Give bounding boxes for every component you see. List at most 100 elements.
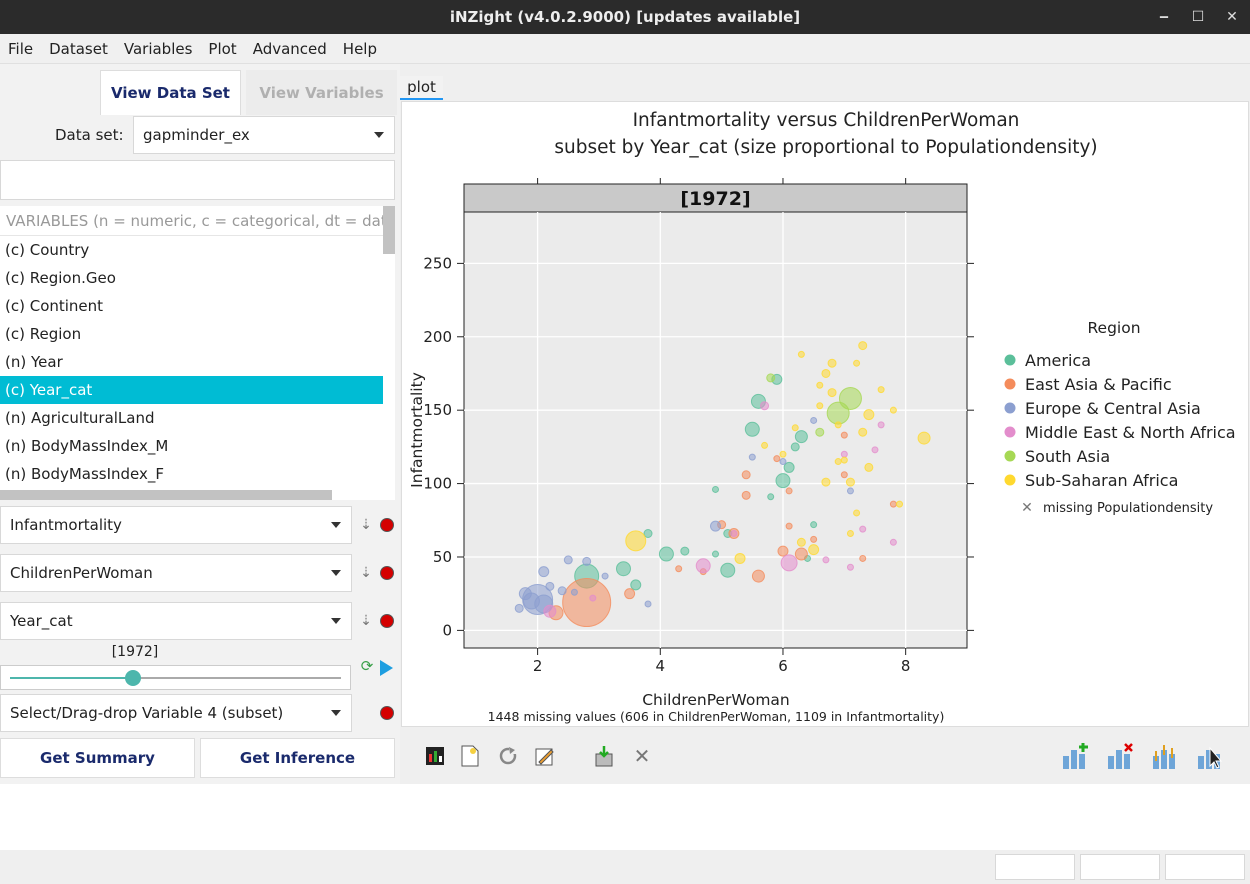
list-item[interactable]: (n) AgriculturalLand — [5, 409, 155, 427]
tab-plot[interactable]: plot — [400, 76, 443, 100]
data-point — [538, 566, 550, 578]
data-point — [675, 565, 683, 573]
list-item[interactable]: (n) BodyMassIndex_M — [5, 437, 169, 455]
y-tick-label: 200 — [423, 328, 452, 346]
remove-additions-icon[interactable]: ✕ — [633, 744, 651, 768]
code-panel-button-3[interactable] — [1165, 854, 1245, 880]
tab-view-data-set[interactable]: View Data Set — [100, 70, 241, 115]
subset-slider[interactable] — [0, 665, 351, 690]
data-point — [695, 558, 711, 574]
code-panel-button-2[interactable] — [1080, 854, 1160, 880]
data-point — [767, 493, 775, 501]
list-item[interactable]: (c) Region — [5, 325, 82, 343]
data-point — [846, 529, 854, 537]
redraw-icon[interactable] — [496, 744, 520, 768]
data-point — [734, 552, 746, 564]
close-icon[interactable]: ✕ — [1226, 9, 1238, 25]
plot-toolbar: ✕ — [400, 734, 1250, 780]
clear-variable4-icon[interactable] — [380, 706, 394, 720]
slider-handle[interactable] — [125, 670, 142, 686]
menu-dataset[interactable]: Dataset — [49, 39, 108, 58]
variable1-select[interactable]: Infantmortality — [0, 506, 352, 544]
chevron-down-icon — [374, 132, 384, 138]
data-point — [791, 424, 799, 432]
subset-level-label: [1972] — [111, 644, 159, 660]
data-point — [748, 453, 756, 461]
data-point — [741, 490, 751, 500]
data-point — [720, 562, 736, 578]
data-point — [840, 431, 848, 439]
new-window-icon[interactable] — [423, 744, 447, 768]
data-point — [877, 386, 885, 394]
list-item[interactable]: (n) Year — [5, 353, 63, 371]
drop-here-icon[interactable]: ⇣ — [360, 613, 372, 629]
clear-variable1-icon[interactable] — [380, 518, 394, 532]
play-icon[interactable] — [380, 660, 393, 676]
new-plot-icon[interactable] — [458, 744, 482, 768]
clear-variable3-icon[interactable] — [380, 614, 394, 628]
clear-variable2-icon[interactable] — [380, 566, 394, 580]
data-point — [779, 458, 787, 466]
drop-here-icon[interactable]: ⇣ — [360, 517, 372, 533]
interactive-plot-icon[interactable] — [1195, 744, 1227, 769]
list-item[interactable]: (c) Continent — [5, 297, 104, 315]
window-titlebar: iNZight (v4.0.2.9000) [updates available… — [0, 0, 1250, 34]
list-item[interactable]: (c) Region.Geo — [5, 269, 116, 287]
data-point — [871, 446, 879, 454]
add-plot-layer-icon[interactable] — [1060, 743, 1092, 769]
legend-title: Region — [1087, 319, 1140, 337]
legend-entry: America — [1025, 351, 1091, 370]
menu-help[interactable]: Help — [342, 39, 377, 58]
dataset-select[interactable]: gapminder_ex — [133, 116, 395, 154]
get-inference-button[interactable]: Get Inference — [200, 738, 395, 778]
list-item[interactable]: (c) Country — [5, 241, 90, 259]
data-point — [822, 556, 830, 564]
menu-file[interactable]: File — [8, 39, 34, 58]
get-summary-button[interactable]: Get Summary — [0, 738, 195, 778]
data-point — [859, 554, 867, 562]
variable-list-header: VARIABLES (n = numeric, c = categorical,… — [0, 206, 383, 236]
add-to-plot-icon[interactable] — [533, 744, 557, 768]
chevron-down-icon — [331, 570, 341, 576]
variable2-select[interactable]: ChildrenPerWoman — [0, 554, 352, 592]
data-point — [780, 554, 798, 572]
minimize-icon[interactable]: ‒ — [1159, 9, 1169, 25]
variable3-select[interactable]: Year_cat — [0, 602, 352, 640]
inference-plot-icon[interactable] — [1150, 744, 1182, 769]
legend-swatch — [1004, 354, 1016, 366]
data-point — [557, 586, 567, 596]
list-item[interactable]: (n) BodyMassIndex_F — [5, 465, 165, 483]
data-point — [562, 577, 612, 627]
vertical-scrollbar[interactable] — [383, 206, 395, 254]
data-point — [840, 471, 848, 479]
variable4-select[interactable]: Select/Drag-drop Variable 4 (subset) — [0, 694, 352, 732]
export-plot-icon[interactable] — [592, 744, 616, 768]
data-point — [810, 521, 818, 529]
menu-variables[interactable]: Variables — [123, 39, 193, 58]
r-code-editor[interactable] — [0, 784, 1250, 850]
refresh-icon[interactable]: ⟳ — [360, 657, 374, 675]
data-point — [794, 430, 808, 444]
left-panel: View Data Set View Variables Data set: g… — [0, 64, 400, 784]
data-point — [680, 546, 690, 556]
legend-entry: South Asia — [1025, 447, 1110, 466]
chevron-down-icon — [331, 618, 341, 624]
data-point — [563, 555, 573, 565]
data-point — [827, 388, 837, 398]
horizontal-scrollbar[interactable] — [0, 490, 332, 500]
remove-plot-layer-icon[interactable] — [1105, 743, 1137, 769]
window-title: iNZight (v4.0.2.9000) [updates available… — [449, 8, 801, 26]
data-point — [624, 588, 636, 600]
list-item-selected[interactable]: (c) Year_cat — [0, 376, 383, 404]
drop-here-icon[interactable]: ⇣ — [360, 565, 372, 581]
menu-advanced[interactable]: Advanced — [252, 39, 327, 58]
menu-plot[interactable]: Plot — [208, 39, 237, 58]
maximize-icon[interactable]: ☐ — [1191, 9, 1205, 25]
slider-track — [10, 677, 341, 679]
tab-view-variables[interactable]: View Variables — [246, 70, 397, 115]
code-panel-button-1[interactable] — [995, 854, 1075, 880]
data-point — [741, 470, 751, 480]
variable-search-input[interactable] — [0, 160, 395, 200]
legend-entry: Middle East & North Africa — [1025, 423, 1236, 442]
data-point — [853, 359, 861, 367]
